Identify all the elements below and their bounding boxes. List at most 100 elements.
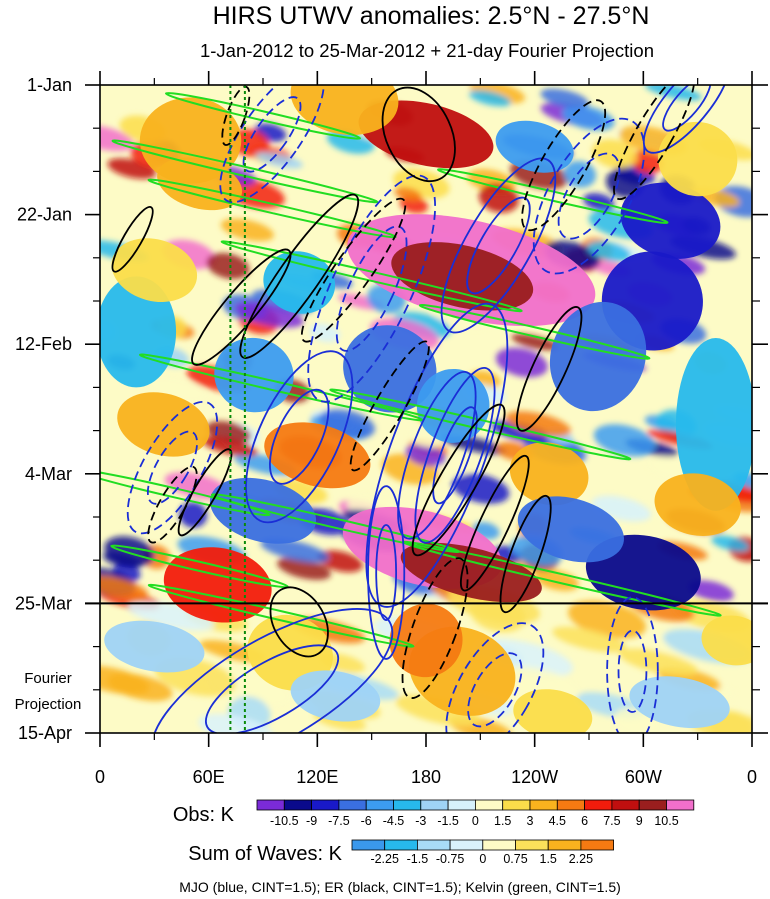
x-tick-label: 60W <box>625 767 662 787</box>
obs-colorbar-swatch <box>256 799 285 811</box>
obs-colorbar: Obs: K -10.5 -9 -7.5 -6 -4.5 -3 -1.5 0 1.5 3 4.5 6 7… <box>173 799 695 828</box>
waves-colorbar-tick-label: 0 <box>479 852 486 866</box>
mjo-contour <box>397 370 477 540</box>
obs-colorbar-swatch <box>529 799 558 811</box>
y-tick-label: 1-Jan <box>27 75 72 95</box>
shading-cell <box>234 301 304 328</box>
obs-colorbar-swatch <box>338 799 367 811</box>
y-tick-label: 25-Mar <box>15 593 72 613</box>
mjo-contour <box>662 85 712 132</box>
obs-anomaly-blob <box>264 422 371 489</box>
mjo-contour <box>269 388 330 485</box>
obs-anomaly-blob <box>290 670 381 722</box>
mjo-contour <box>367 485 406 660</box>
obs-colorbar-tick-label: 3 <box>527 814 534 828</box>
shading-cell <box>540 88 589 109</box>
x-tick-label: 180 <box>411 767 441 787</box>
waves-colorbar-tick-label: -2.25 <box>370 852 399 866</box>
obs-anomaly-blob <box>675 338 752 511</box>
obs-anomaly-blob <box>629 676 730 728</box>
shading-cell <box>206 253 250 280</box>
shading-cell <box>255 151 303 169</box>
mjo-contour <box>414 366 496 544</box>
er-contour <box>613 85 696 201</box>
er-contour <box>221 85 251 146</box>
shading-cell <box>100 575 148 600</box>
waves-colorbar-tick-label: -1.5 <box>407 852 429 866</box>
shading-cell <box>495 347 548 378</box>
projection-label-line2: Projection <box>15 696 82 713</box>
obs-colorbar-tick-label: 1.5 <box>494 814 511 828</box>
obs-colorbar-swatch <box>474 799 504 811</box>
obs-colorbar-tick-label: 4.5 <box>549 814 566 828</box>
obs-colorbar-swatch <box>584 799 613 811</box>
obs-colorbar-swatch <box>420 799 449 811</box>
obs-anomaly-blob <box>104 620 205 673</box>
chart-title: HIRS UTWV anomalies: 2.5°N - 27.5°N <box>213 2 650 30</box>
obs-anomaly-blob <box>214 337 294 413</box>
shading-cell <box>220 218 274 242</box>
er-contour <box>239 193 360 359</box>
waves-colorbar-tick-label: 0.75 <box>503 852 527 866</box>
plot-area <box>100 85 752 733</box>
obs-colorbar-tick-label: -3 <box>415 814 426 828</box>
obs-anomaly-blob <box>658 121 738 197</box>
mjo-contour <box>467 652 523 728</box>
obs-colorbar-label: Obs: K <box>173 804 235 826</box>
mjo-contour <box>375 524 398 621</box>
chart-subtitle: 1-Jan-2012 to 25-Mar-2012 + 21-day Fouri… <box>200 40 654 61</box>
kelvin-contour <box>100 468 271 517</box>
obs-colorbar-tick-label: -6 <box>361 814 372 828</box>
er-contours <box>111 85 696 699</box>
obs-anomaly-blob <box>654 473 741 536</box>
x-tick-label: 60E <box>193 767 225 787</box>
shading-cell <box>593 424 656 457</box>
x-tick-label: 120E <box>296 767 338 787</box>
shading-cell <box>146 377 207 402</box>
obs-colorbar-swatch <box>447 799 476 811</box>
mjo-contour <box>617 629 648 713</box>
projection-cell <box>568 600 647 639</box>
obs-colorbar-swatch <box>611 799 640 811</box>
er-contour <box>459 454 530 592</box>
shading-cell <box>645 85 702 101</box>
waves-colorbar-label: Sum of Waves: K <box>188 843 342 865</box>
obs-anomaly-blob <box>701 615 752 666</box>
x-axis: 0 60E 120E 180 120W 60W 0 <box>95 71 757 787</box>
obs-colorbar-tick-label: -10.5 <box>270 814 299 828</box>
shading-cell <box>399 195 429 214</box>
er-contour <box>381 86 456 183</box>
mjo-contour <box>150 608 394 733</box>
mjo-contour <box>146 430 198 505</box>
obs-colorbar-tick-label: -1.5 <box>437 814 459 828</box>
waves-colorbar-swatch <box>351 839 386 851</box>
mjo-contour <box>307 174 437 403</box>
x-tick-label: 120W <box>511 767 558 787</box>
y-tick-label: 22-Jan <box>17 205 72 225</box>
shading-cell <box>562 105 615 131</box>
shading-cell <box>317 550 363 573</box>
obs-anomaly-blob <box>509 442 589 506</box>
shading-cell <box>688 580 734 602</box>
mjo-contour <box>219 85 325 204</box>
mjo-contour <box>445 622 545 733</box>
er-contour <box>521 99 607 232</box>
er-contour <box>300 197 407 343</box>
waves-colorbar-swatch <box>449 839 484 851</box>
kelvin-contour <box>147 583 415 648</box>
mjo-contour <box>245 350 354 524</box>
obs-colorbar-swatch <box>393 799 422 811</box>
shading-cell <box>277 557 331 580</box>
obs-colorbar-swatch <box>365 799 394 811</box>
waves-colorbar-swatch <box>416 839 451 851</box>
mjo-contours <box>126 85 731 733</box>
shading-cell <box>394 187 422 201</box>
obs-anomaly-blob <box>389 603 463 678</box>
shading-cell <box>260 538 329 563</box>
waves-colorbar-swatch <box>482 839 516 851</box>
waves-colorbar: Sum of Waves: K -2.25 -1.5 -0.75 0 0.75 1.5 2.… <box>188 839 615 866</box>
waves-colorbar-swatch <box>384 839 418 851</box>
obs-colorbar-swatch <box>502 799 531 811</box>
waves-colorbar-swatch <box>547 839 582 851</box>
obs-colorbar-tick-label: -9 <box>306 814 317 828</box>
